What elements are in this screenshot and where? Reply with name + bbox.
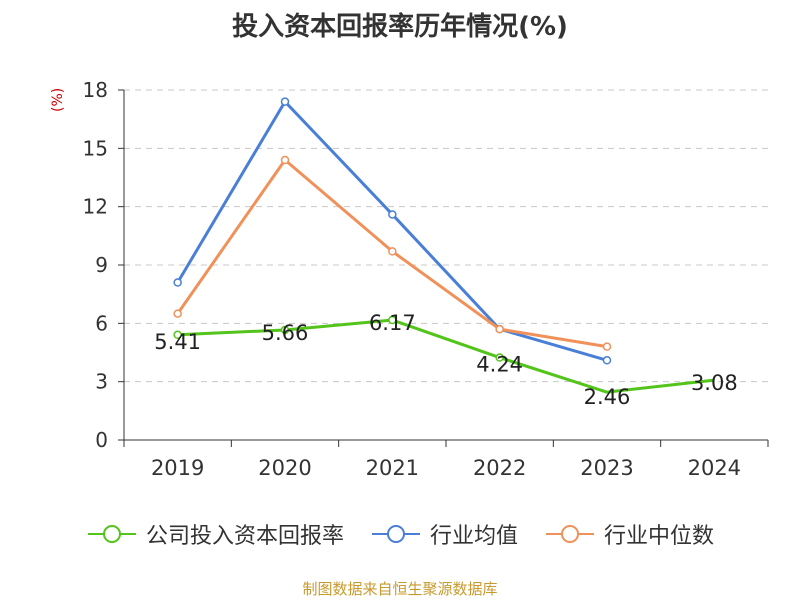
data-label: 5.66: [262, 321, 309, 345]
data-point: [280, 155, 290, 165]
y-tick-label: 6: [95, 311, 108, 335]
legend-marker-industry-median: [546, 525, 594, 543]
legend-marker-company: [87, 525, 136, 543]
data-point: [388, 315, 397, 325]
x-tick-label: 2024: [688, 456, 741, 480]
data-point: [495, 324, 504, 334]
legend-item-industry-mean[interactable]: 行业均值: [370, 518, 518, 550]
chart-title: 投入资本回报率历年情况(%): [232, 12, 568, 42]
y-tick-label: 12: [83, 195, 108, 219]
x-tick-label: 2022: [473, 456, 526, 480]
x-tick-label: 2023: [580, 456, 633, 480]
x-tick-label: 2020: [258, 456, 311, 480]
legend-marker-industry-mean: [371, 525, 420, 543]
y-tick-label: 15: [83, 136, 108, 160]
legend-item-company[interactable]: 公司投入资本回报率: [86, 518, 344, 550]
data-point: [388, 210, 397, 219]
data-label: 6.17: [369, 311, 416, 335]
legend-label-industry-median: 行业中位数: [604, 524, 715, 549]
legend: 公司投入资本回报率 行业均值 行业中位数: [0, 518, 800, 550]
data-point: [602, 356, 612, 365]
y-tick-label: 9: [95, 253, 108, 277]
data-point: [173, 278, 182, 287]
axes: 0 3 6 9 12 15 18 2019 2020 2021 2022 2023 2024: [83, 78, 769, 480]
series-line-0: [177, 318, 715, 394]
x-tick-label: 2021: [366, 456, 419, 480]
y-tick-label: 3: [95, 370, 108, 394]
data-point: [388, 247, 397, 256]
data-label: 5.41: [154, 330, 201, 354]
data-point: [173, 330, 182, 340]
data-point: [602, 342, 612, 351]
x-tick-label: 2019: [151, 456, 204, 480]
legend-label-industry-mean: 行业均值: [429, 524, 518, 549]
grid-lines: [124, 89, 768, 383]
data-point: [280, 325, 290, 335]
data-labels: 5.41 5.66 6.17 4.24 2.46 3.08: [154, 311, 737, 409]
data-label: 3.08: [691, 371, 738, 395]
data-point: [495, 353, 504, 362]
legend-label-company: 公司投入资本回报率: [145, 524, 344, 549]
data-label: 4.24: [476, 353, 523, 377]
y-tick-label: 0: [95, 428, 108, 452]
data-source-note: 制图数据来自恒生聚源数据库: [302, 580, 498, 598]
data-label: 2.46: [584, 385, 631, 409]
y-tick-label: 18: [83, 78, 108, 102]
series-lines: [173, 97, 715, 394]
data-point: [173, 309, 182, 318]
legend-item-industry-median[interactable]: 行业中位数: [544, 518, 714, 550]
data-point: [280, 97, 290, 106]
